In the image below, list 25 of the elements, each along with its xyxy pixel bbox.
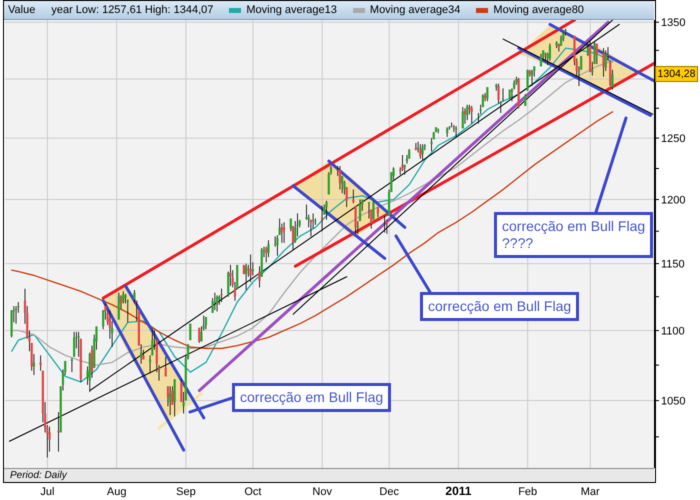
x-tick-label: Oct xyxy=(244,486,262,498)
price-tag: 1304,28 xyxy=(655,66,698,82)
x-tick-label: Sep xyxy=(176,486,196,498)
callout-box: correcção em Bull Flag xyxy=(420,292,580,321)
text: year Low: 1257,61 High: 1344,07 xyxy=(51,4,214,16)
y-tick-label: 1050 xyxy=(661,395,686,408)
y-tick-label: 1250 xyxy=(661,132,686,145)
y-tick-label: 1100 xyxy=(661,325,685,338)
x-tick-label: Feb xyxy=(518,486,538,498)
callout-box: correcção em Bull Flag ???? xyxy=(494,212,654,258)
x-tick-label: Jul xyxy=(40,486,54,498)
text: Period: Daily xyxy=(10,469,67,482)
x-tick-label: Dec xyxy=(379,486,400,498)
x-tick-label: Aug xyxy=(106,486,126,498)
y-tick-label: 1150 xyxy=(661,258,685,271)
legend-label: Moving average13 xyxy=(246,4,337,16)
legend-label: Moving average34 xyxy=(370,4,460,16)
legend-title: Value xyxy=(8,4,36,16)
x-tick-label: Mar xyxy=(580,486,600,498)
x-tick-label: Nov xyxy=(312,486,332,498)
y-tick-label: 1200 xyxy=(661,194,686,206)
x-tick-label: 2011 xyxy=(445,484,472,498)
legend-label: Moving average80 xyxy=(493,4,584,16)
callout-box: correcção em Bull Flag xyxy=(232,383,392,412)
y-tick-label: 1350 xyxy=(661,17,686,30)
